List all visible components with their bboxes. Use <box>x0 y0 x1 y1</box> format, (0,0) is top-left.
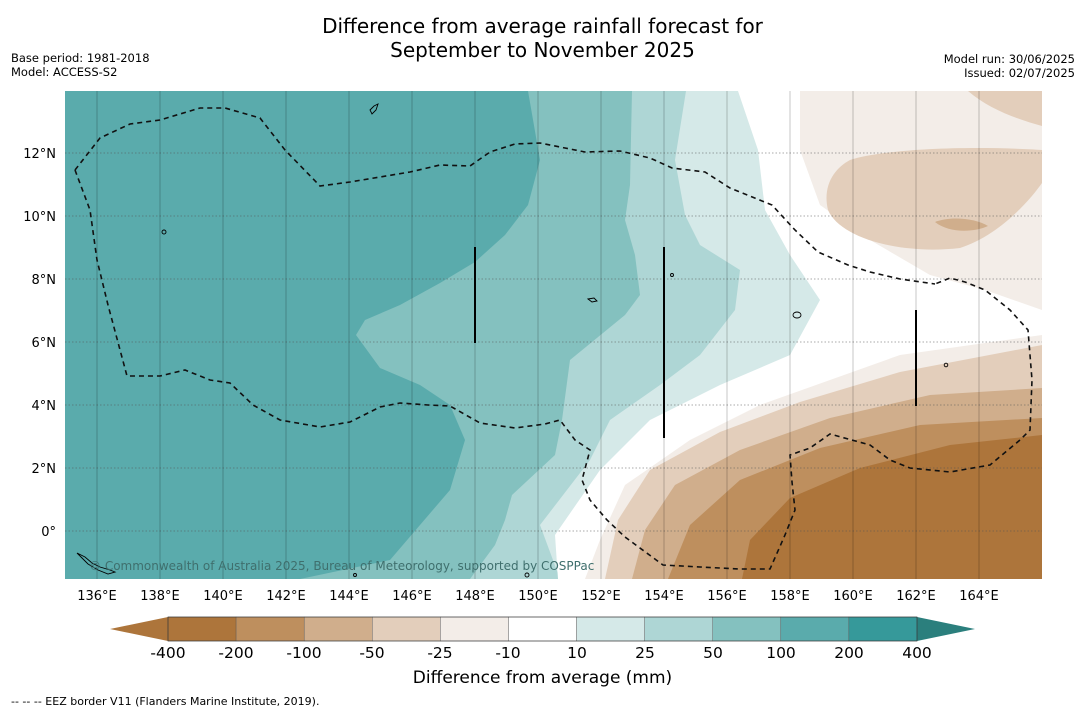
lat-label: 0° <box>41 525 56 540</box>
model-label: Model: ACCESS-S2 <box>11 65 118 79</box>
lon-label: 138°E <box>140 589 180 604</box>
eez-border-west <box>74 107 936 285</box>
lon-label: 158°E <box>770 589 810 604</box>
issued-label: Issued: 02/07/2025 <box>964 66 1075 80</box>
lon-label: 160°E <box>833 589 873 604</box>
base-period-label: Base period: 1981-2018 <box>11 51 150 65</box>
lon-label: 150°E <box>518 589 558 604</box>
colorbar-label: 50 <box>703 644 723 662</box>
lat-label: 6°N <box>32 336 57 351</box>
colorbar-label: -25 <box>427 644 452 662</box>
colorbar-label: -50 <box>359 644 384 662</box>
lon-label: 164°E <box>959 589 999 604</box>
lat-label: 12°N <box>23 147 56 162</box>
run-info: Model run: 30/06/2025 Issued: 02/07/2025 <box>944 52 1075 80</box>
colorbar-labels: -400 -200 -100 -50 -25 -10 10 25 50 100 … <box>150 644 931 662</box>
lon-label: 156°E <box>707 589 747 604</box>
colorbar-swatch <box>508 616 577 642</box>
title-line-1: Difference from average rainfall forecas… <box>322 14 763 38</box>
colorbar-swatch <box>440 616 509 642</box>
lat-label: 8°N <box>32 273 57 288</box>
colorbar-swatch <box>780 616 850 642</box>
colorbar-label: 10 <box>567 644 587 662</box>
model-run-label: Model run: 30/06/2025 <box>943 52 1075 66</box>
colorbar-swatches <box>167 616 918 642</box>
colorbar-swatch <box>235 616 305 642</box>
lon-label: 154°E <box>644 589 684 604</box>
colorbar-label: -400 <box>150 644 185 662</box>
eez-borders <box>74 107 1033 570</box>
field-minus50-100-north <box>935 218 988 231</box>
lon-label: 142°E <box>266 589 306 604</box>
colorbar-label: -10 <box>495 644 520 662</box>
colorbar-label: 25 <box>635 644 655 662</box>
rainfall-field <box>65 91 1042 579</box>
lon-label: 144°E <box>329 589 369 604</box>
lon-label: 162°E <box>896 589 936 604</box>
colorbar: -400 -200 -100 -50 -25 -10 10 25 50 100 … <box>110 616 975 662</box>
lon-label: 136°E <box>77 589 117 604</box>
lat-label: 2°N <box>32 462 57 477</box>
colorbar-swatch <box>712 616 782 642</box>
base-info: Base period: 1981-2018 Model: ACCESS-S2 <box>11 51 150 79</box>
colorbar-label: -200 <box>218 644 253 662</box>
colorbar-title: Difference from average (mm) <box>412 668 673 688</box>
islands <box>76 103 949 578</box>
colorbar-label: -100 <box>286 644 321 662</box>
colorbar-label: 100 <box>766 644 796 662</box>
latitude-labels: 12°N 10°N 8°N 6°N 4°N 2°N 0° <box>23 147 56 540</box>
colorbar-low-extend <box>110 617 168 641</box>
title-line-2: September to November 2025 <box>390 38 695 62</box>
colorbar-swatch <box>303 616 373 642</box>
longitude-labels: 136°E 138°E 140°E 142°E 144°E 146°E 148°… <box>77 589 999 604</box>
colorbar-swatch <box>167 616 237 642</box>
colorbar-high-extend <box>917 617 975 641</box>
field-minus25-50-north <box>826 148 1042 250</box>
trench-lines <box>474 247 917 438</box>
colorbar-swatch <box>644 616 713 642</box>
field-minus25-50-ne <box>968 91 1042 126</box>
lon-label: 146°E <box>392 589 432 604</box>
colorbar-label: 200 <box>834 644 864 662</box>
lon-label: 148°E <box>455 589 495 604</box>
lat-label: 4°N <box>32 399 57 414</box>
copyright-notice: © Commonwealth of Australia 2025, Bureau… <box>89 559 594 573</box>
colorbar-label: 400 <box>902 644 932 662</box>
lon-label: 140°E <box>203 589 243 604</box>
colorbar-swatch <box>576 616 645 642</box>
lat-label: 10°N <box>23 210 56 225</box>
colorbar-swatch <box>848 616 918 642</box>
eez-footnote: -- -- -- EEZ border V11 (Flanders Marine… <box>11 695 320 708</box>
map-title: Difference from average rainfall forecas… <box>0 14 1085 62</box>
lon-label: 152°E <box>581 589 621 604</box>
colorbar-swatch <box>372 616 441 642</box>
eez-border-west-south <box>74 169 1033 570</box>
field-minus200-400 <box>742 435 1042 579</box>
